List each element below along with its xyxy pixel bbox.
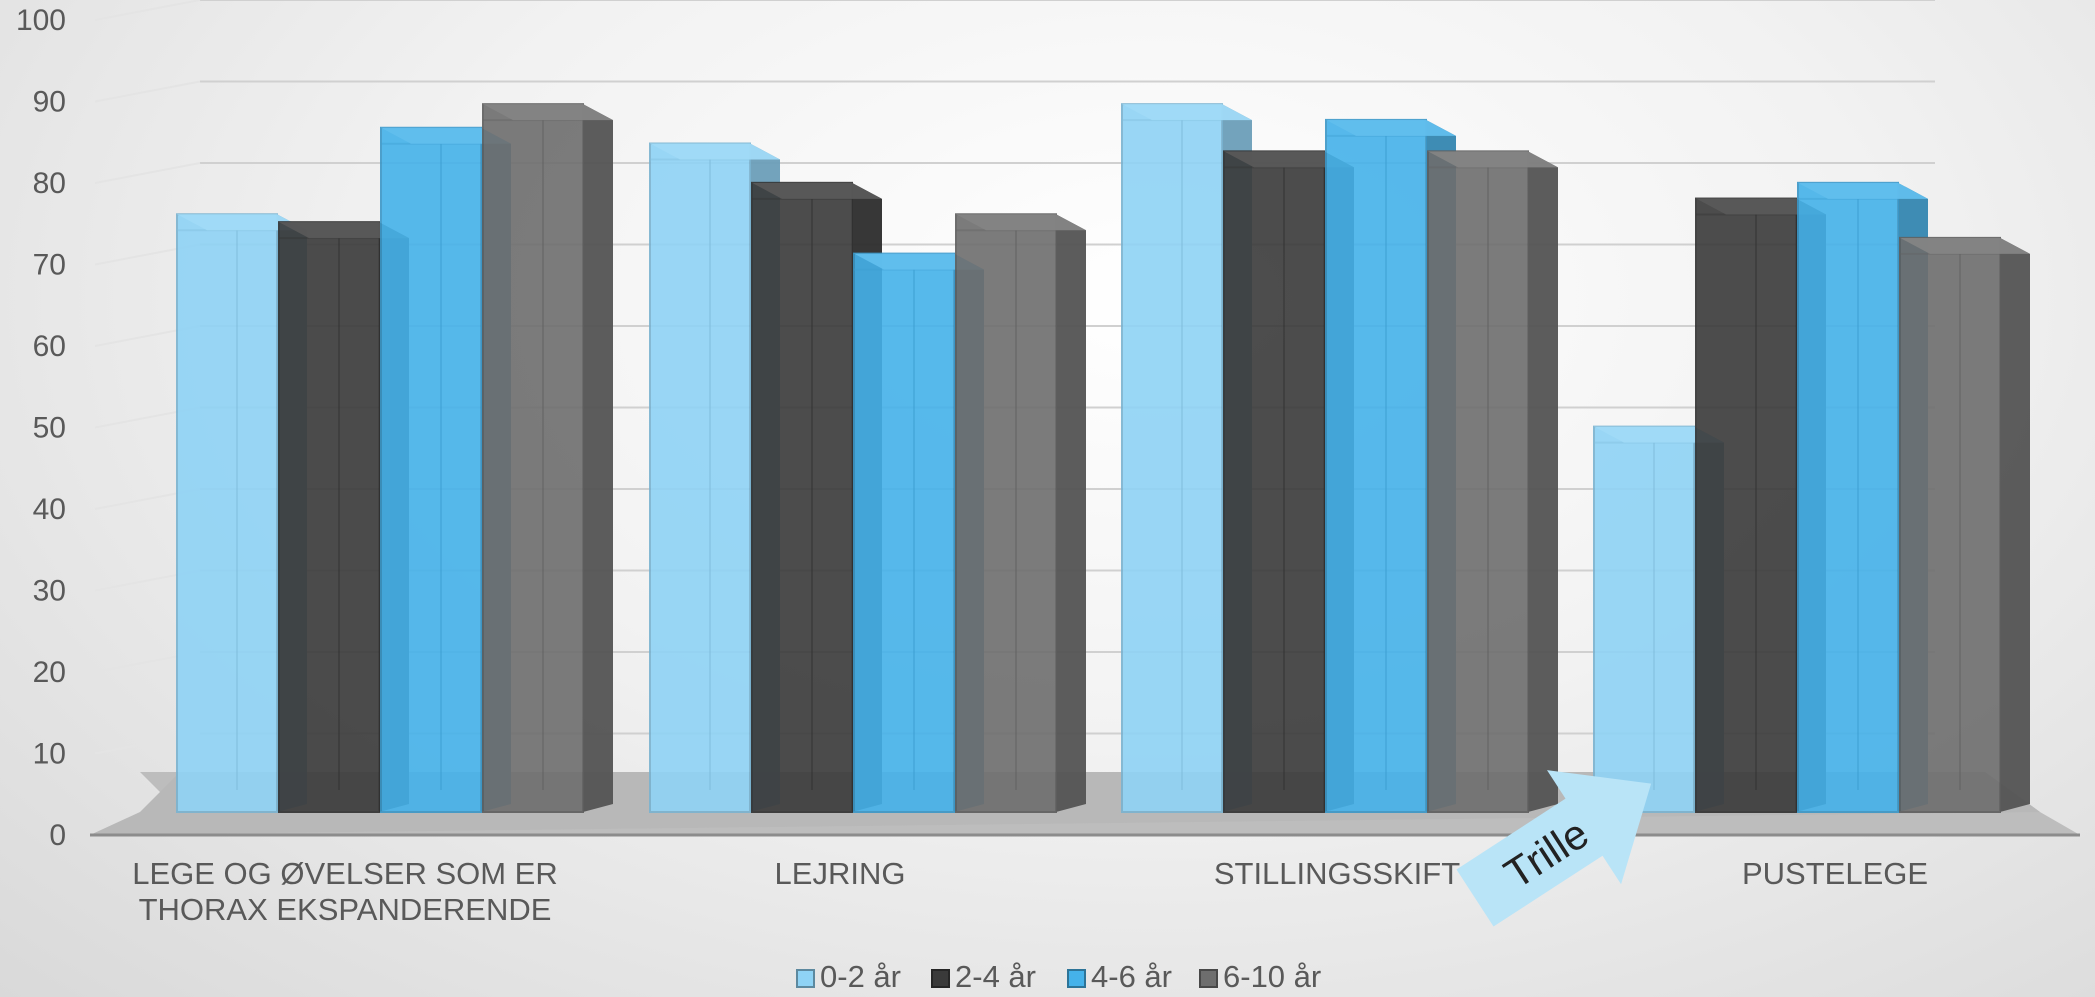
bar-front	[853, 252, 955, 814]
legend-swatch	[1067, 969, 1086, 988]
category-label: THORAX EKSPANDERENDE	[139, 892, 552, 927]
bar-front	[482, 103, 584, 814]
category-label: LEGE OG ØVELSER SOM ER	[132, 856, 558, 891]
bar-front	[1695, 197, 1797, 813]
legend-swatch	[1199, 969, 1218, 988]
bar-front	[1899, 236, 2001, 814]
bar-side	[583, 104, 613, 813]
bar-front	[1223, 150, 1325, 813]
bar-side	[1528, 151, 1558, 813]
bar-front	[1427, 150, 1529, 813]
legend-label: 6-10 år	[1223, 959, 1321, 994]
y-tick-label: 0	[49, 819, 66, 852]
bar-front	[649, 142, 751, 813]
y-tick-label: 20	[33, 656, 66, 689]
bar-front	[278, 221, 380, 814]
bar-top	[483, 104, 613, 121]
y-tick-label: 90	[33, 86, 66, 119]
legend-label: 2-4 år	[955, 959, 1036, 994]
legend-item[interactable]: 4-6 år	[1067, 959, 1172, 994]
gridline-side	[94, 80, 201, 103]
legend-item[interactable]: 0-2 år	[796, 959, 901, 994]
bar	[1899, 236, 2030, 814]
category-label: STILLINGSSKIFT	[1214, 856, 1460, 891]
bar-top	[1428, 151, 1558, 168]
gridline-side	[94, 162, 201, 184]
bar-front	[380, 126, 482, 814]
bar-front	[1121, 103, 1223, 814]
legend[interactable]: 0-2 år 2-4 år 4-6 år 6-10 år	[796, 959, 1321, 994]
bar-top	[752, 182, 882, 199]
bar-top	[1326, 119, 1456, 136]
bar-front	[1325, 118, 1427, 814]
bar-front	[1797, 181, 1899, 813]
bar-top	[1594, 426, 1724, 443]
legend-label: 0-2 år	[820, 959, 901, 994]
bar-top	[1122, 104, 1252, 121]
y-tick-label: 30	[33, 575, 66, 608]
legend-item[interactable]: 2-4 år	[931, 959, 1036, 994]
callout-arrow	[1456, 770, 1652, 927]
gridline-side	[94, 0, 201, 21]
bar-top	[177, 214, 307, 231]
bar-top	[956, 214, 1086, 231]
legend-swatch	[931, 969, 950, 988]
bar-top	[279, 222, 409, 239]
bar-top	[650, 143, 780, 160]
bar-top	[381, 127, 511, 144]
y-tick-label: 10	[33, 738, 66, 771]
y-tick-label: 70	[33, 249, 66, 282]
legend-label: 4-6 år	[1091, 959, 1172, 994]
bar	[1427, 150, 1558, 813]
y-tick-label: 80	[33, 167, 66, 200]
bar-top	[1900, 237, 2030, 254]
y-tick-label: 50	[33, 412, 66, 445]
y-tick-label: 100	[16, 4, 66, 37]
bars	[176, 103, 2030, 814]
y-tick-label: 40	[33, 493, 66, 526]
bar-front	[955, 213, 1057, 814]
bar-front	[1593, 425, 1695, 813]
bar-top	[1798, 182, 1928, 199]
bar-top	[1696, 198, 1826, 215]
bar-side	[1056, 214, 1086, 813]
bar	[482, 103, 613, 814]
bar-front	[176, 213, 278, 814]
bar-front	[751, 181, 853, 813]
bar-side	[2000, 237, 2030, 813]
legend-item[interactable]: 6-10 år	[1199, 959, 1321, 994]
y-tick-label: 60	[33, 330, 66, 363]
bar-top	[1224, 151, 1354, 168]
bar-top	[854, 253, 984, 270]
legend-swatch	[796, 969, 815, 988]
category-label: LEJRING	[775, 856, 906, 891]
y-axis-tick-labels: 0 10 20 30 40 50 60 70 80 90 100	[16, 4, 66, 852]
bar	[955, 213, 1086, 814]
category-label: PUSTELEGE	[1742, 856, 1928, 891]
